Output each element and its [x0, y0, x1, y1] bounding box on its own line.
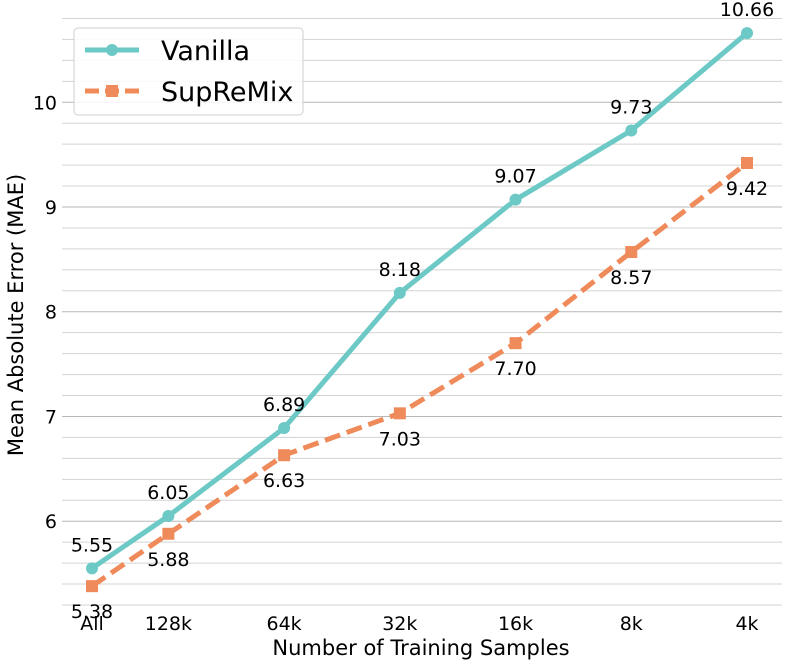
data-label-vanilla: 6.05: [147, 482, 189, 504]
data-point-vanilla: [162, 509, 175, 522]
data-point-supremix: [625, 246, 638, 259]
x-tick-label: 16k: [498, 613, 533, 635]
x-tick-label: 4k: [735, 613, 758, 635]
data-point-supremix: [741, 157, 753, 170]
grid-lines: [62, 17, 782, 606]
data-label-vanilla: 9.73: [610, 97, 652, 119]
y-tick-labels: 6 7 8 9 10: [33, 92, 57, 533]
data-point-vanilla: [741, 27, 753, 40]
y-tick-label: 8: [45, 302, 57, 324]
x-tick-label: All: [80, 613, 104, 635]
x-tick-label: 64k: [267, 613, 302, 635]
legend-label-supremix: SupReMix: [161, 77, 293, 108]
legend-marker-vanilla: [106, 44, 118, 56]
data-point-supremix: [509, 337, 522, 350]
y-tick-label: 6: [45, 511, 57, 533]
x-axis-label: Number of Training Samples: [272, 636, 569, 660]
data-label-vanilla: 10.66: [720, 0, 774, 21]
data-point-vanilla: [86, 562, 98, 575]
y-axis-label: Mean Absolute Error (MAE): [4, 174, 28, 456]
x-tick-labels: All 128k 64k 32k 16k 8k 4k: [80, 613, 758, 635]
data-point-vanilla: [278, 421, 291, 434]
y-tick-label: 7: [45, 406, 57, 428]
legend-marker-supremix: [106, 85, 118, 97]
data-label-supremix: 5.88: [147, 549, 189, 571]
data-label-supremix: 8.57: [610, 267, 652, 289]
y-tick-label: 9: [45, 197, 57, 219]
data-point-vanilla: [625, 124, 638, 137]
data-point-vanilla: [393, 286, 406, 299]
data-point-supremix: [86, 580, 98, 593]
data-label-vanilla: 9.07: [494, 166, 536, 188]
data-label-vanilla: 8.18: [379, 259, 421, 281]
legend: Vanilla SupReMix: [73, 27, 304, 116]
data-point-supremix: [162, 527, 175, 540]
data-label-vanilla: 6.89: [263, 394, 305, 416]
data-label-supremix: 7.03: [379, 428, 421, 450]
x-tick-label: 8k: [620, 613, 643, 635]
data-label-supremix: 9.42: [726, 178, 768, 200]
data-label-supremix: 7.70: [494, 358, 536, 380]
data-labels: 5.55 6.05 6.89 8.18 9.07 9.73 10.66 5.38 5.88 6.6…: [71, 0, 774, 623]
data-point-supremix: [278, 449, 291, 462]
x-tick-label: 32k: [382, 613, 417, 635]
data-label-supremix: 5.38: [71, 601, 113, 623]
data-label-vanilla: 5.55: [71, 534, 113, 556]
data-point-supremix: [393, 407, 406, 420]
data-label-supremix: 6.63: [263, 470, 305, 492]
y-tick-label: 10: [33, 92, 57, 114]
data-point-vanilla: [509, 193, 522, 206]
x-tick-label: 128k: [145, 613, 192, 635]
legend-label-vanilla: Vanilla: [161, 36, 250, 67]
series-layer: [86, 27, 753, 593]
